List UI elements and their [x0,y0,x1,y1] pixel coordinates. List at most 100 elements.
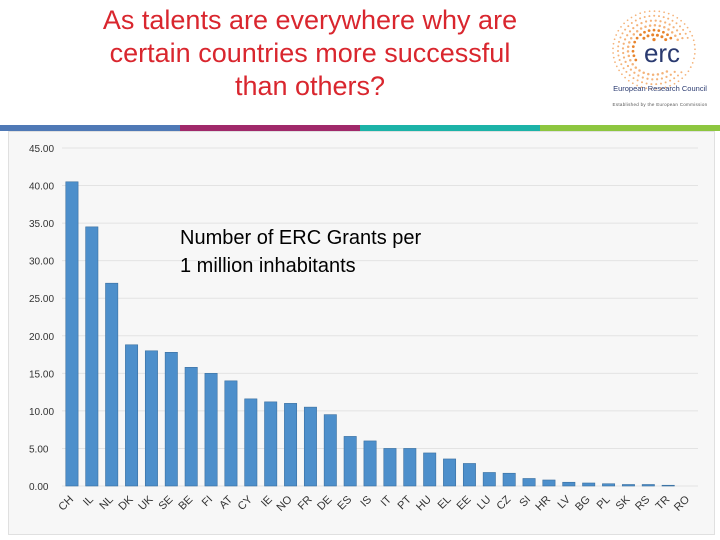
logo-dot [672,26,675,29]
logo-dot [673,70,676,74]
logo-dot [651,73,655,76]
logo-dot [664,38,668,42]
logo-dot [670,31,674,34]
logo-dot [653,10,656,12]
logo-dot [667,17,670,20]
logo-dot [651,78,654,81]
erc-logo: erc [612,10,696,90]
logo-dot [640,86,643,88]
logo-dot [677,80,680,83]
x-tick-label: TR [653,494,672,513]
logo-dot [658,10,661,13]
logo-dot [683,23,686,25]
y-tick-label: 35.00 [29,219,54,230]
logo-dot [659,87,662,90]
logo-dot [649,19,653,22]
logo-dot [632,26,635,30]
x-tick-label: LV [556,493,574,511]
logo-dot [626,50,630,53]
logo-dot [657,29,661,32]
logo-dot [640,21,643,25]
y-tick-label: 15.00 [29,369,54,380]
logo-dot [660,35,664,39]
x-tick-label: HU [414,494,434,514]
logo-dot [624,76,626,79]
logo-dot [643,30,646,34]
logo-dot [612,56,615,59]
logo-dot [635,36,639,40]
bar [462,463,476,487]
logo-dot [633,71,636,74]
logo-dot [631,82,634,85]
logo-dot [660,82,662,85]
logo-dot [648,15,651,18]
bar [144,350,158,487]
logo-dot [625,70,628,73]
x-tick-label: BG [573,494,593,514]
logo-dot [627,54,631,58]
x-tick-label: BE [176,494,195,513]
x-tick-label: LU [475,494,493,512]
y-tick-label: 10.00 [29,407,54,418]
logo-dot [624,28,627,31]
logo-dot [669,84,671,87]
bar [522,478,536,487]
logo-dot [651,33,655,37]
logo-dot [655,88,657,90]
x-tick-label: AT [217,493,235,511]
logo-dot [622,67,625,70]
logo-dot [691,62,694,64]
logo-dot [639,27,643,30]
x-tick-label: IE [259,494,275,510]
logo-dot [617,50,619,52]
logo-dot [623,38,627,41]
logo-dot [667,12,670,15]
logo-dot [665,75,668,79]
bar [244,398,258,487]
logo-dot [648,10,651,13]
logo-dot [691,34,694,37]
logo-dot [676,38,679,42]
logo-dot [684,32,687,35]
logo-dot [689,66,692,68]
logo-dot [626,45,630,49]
x-tick-label: DK [116,493,136,513]
logo-dot [634,14,637,17]
logo-dot [650,88,652,90]
x-tick-label: CY [236,493,256,513]
band-segment [540,125,720,131]
logo-dot [622,51,625,55]
logo-dot [647,29,651,32]
x-tick-label: CZ [494,493,513,512]
logo-dot [629,58,632,62]
logo-dot [629,36,633,40]
logo-dot [637,74,640,77]
logo-dot [645,82,648,85]
logo-dot [654,19,657,22]
logo-dot [628,41,631,44]
x-tick-label: PL [595,494,613,512]
x-tick-label: EE [455,494,474,513]
color-band [0,125,720,131]
bar [562,481,576,487]
dot-cluster-icon [612,10,696,90]
logo-dot [680,19,682,22]
logo-dot [687,70,690,73]
bar [105,282,119,487]
bar [502,472,516,487]
logo-mark: erc [644,38,680,68]
annotation-line: Number of ERC Grants per [180,227,422,249]
logo-dot [652,28,656,32]
logo-dot [673,82,676,85]
x-tick-label: SE [157,494,176,513]
x-tick-label: IT [379,493,395,509]
logo-dot [677,74,679,77]
logo-dot [681,36,684,40]
logo-dot [632,77,635,80]
logo-dot [662,30,665,34]
logo-dot [627,79,630,82]
bar [65,181,79,487]
logo-tagline: Established by the European Commission [612,102,708,107]
logo-dot [658,24,661,28]
bar [363,440,377,487]
